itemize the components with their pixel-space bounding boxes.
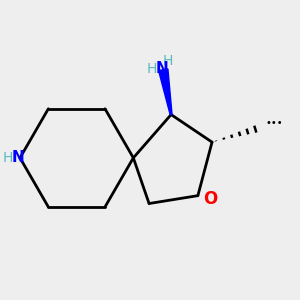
Text: N: N: [12, 150, 25, 165]
Text: H: H: [146, 62, 157, 76]
Text: O: O: [203, 190, 218, 208]
Text: N: N: [155, 61, 168, 76]
Text: H: H: [2, 151, 13, 165]
Polygon shape: [159, 69, 172, 115]
Text: •••: •••: [266, 118, 283, 128]
Text: H: H: [163, 54, 173, 68]
